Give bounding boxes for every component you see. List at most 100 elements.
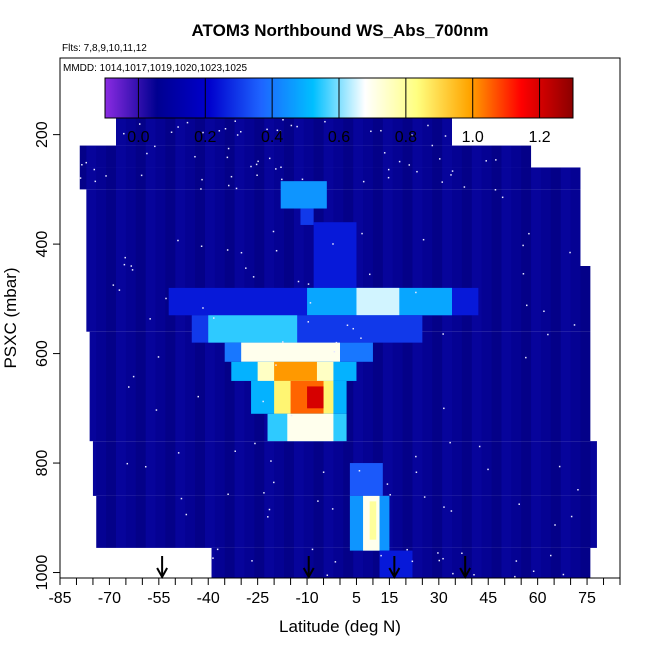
heatmap-texture-cell <box>126 146 136 168</box>
heatmap-cell <box>313 222 357 288</box>
heatmap-texture-cell <box>393 332 403 441</box>
sample-dot <box>431 144 434 147</box>
x-tick-label: -70 <box>98 590 121 607</box>
heatmap-texture-cell <box>165 167 176 190</box>
sample-dot <box>239 130 242 133</box>
sample-dot <box>451 170 454 172</box>
heatmap-texture-cell <box>511 189 521 266</box>
sample-dot <box>200 188 202 190</box>
heatmap-texture-cell <box>195 118 205 146</box>
sample-dot <box>558 465 561 468</box>
heatmap-texture-cell <box>254 547 265 578</box>
heatmap-texture-cell <box>96 332 106 441</box>
heatmap-texture-cell <box>284 547 294 578</box>
sample-dot <box>235 187 238 190</box>
sample-dot <box>126 462 129 465</box>
sample-dot <box>138 123 141 125</box>
heatmap-texture-cell <box>393 189 403 266</box>
heatmap-texture-cell <box>244 118 254 145</box>
heatmap-texture-cell <box>224 118 235 146</box>
heatmap-texture-cell <box>126 496 136 548</box>
heatmap-texture-cell <box>313 118 324 146</box>
heatmap-texture-cell <box>116 495 126 548</box>
heatmap-texture-cell <box>432 167 443 190</box>
sample-dot <box>270 460 272 462</box>
heatmap-texture-cell <box>521 331 532 442</box>
sample-dot <box>275 249 278 252</box>
heatmap-texture-cell <box>185 332 195 441</box>
heatmap-texture-cell <box>571 332 581 441</box>
heatmap-texture-cell <box>86 167 97 190</box>
flight-marker-arrowhead <box>459 567 472 580</box>
heatmap-texture-cell <box>482 167 492 189</box>
heatmap-texture-cell <box>442 189 452 266</box>
heatmap-texture-cell <box>491 495 502 548</box>
heatmap-cell <box>208 315 298 343</box>
heatmap-cell <box>369 501 377 540</box>
heatmap-texture-cell <box>313 167 324 190</box>
heatmap-cell <box>356 287 400 316</box>
heatmap-texture-cell <box>293 145 304 168</box>
heatmap-texture-cell <box>343 118 354 146</box>
colorbar-tick-label: 1.0 <box>462 129 484 146</box>
sample-dot <box>251 560 253 562</box>
heatmap-texture-cell <box>452 496 462 548</box>
sample-dot <box>450 510 453 512</box>
heatmap-texture-cell <box>571 496 581 548</box>
sample-dot <box>118 289 121 291</box>
heatmap-texture-cell <box>135 441 146 496</box>
heatmap-texture-cell <box>422 441 432 496</box>
heatmap-texture-cell <box>590 441 597 496</box>
sample-dot <box>275 364 277 366</box>
heatmap-texture-cell <box>156 146 166 168</box>
heatmap-texture-cell <box>402 441 413 496</box>
sample-dot <box>157 356 160 358</box>
heatmap-texture-cell <box>145 266 156 332</box>
heatmap-texture-cell <box>452 332 462 441</box>
heatmap-texture-cell <box>86 266 97 332</box>
heatmap-texture-cell <box>442 145 452 168</box>
sample-dot <box>449 441 451 444</box>
heatmap-cell <box>287 413 334 442</box>
heatmap-texture-cell <box>204 167 215 190</box>
heatmap-texture-cell <box>531 331 541 442</box>
sample-dot <box>332 243 334 245</box>
heatmap-texture-cell <box>106 189 116 266</box>
heatmap-texture-cell <box>293 118 304 146</box>
sample-dot <box>282 341 284 343</box>
heatmap-texture-cell <box>145 495 156 548</box>
heatmap-texture-cell <box>550 266 561 332</box>
sample-dot <box>263 492 265 494</box>
heatmap-texture-cell <box>135 167 146 190</box>
heatmap-texture-cell <box>333 496 343 548</box>
heatmap-texture-cell <box>422 332 432 441</box>
heatmap-texture-cell <box>432 189 443 266</box>
heatmap-texture-cell <box>254 118 265 146</box>
sample-dot <box>94 180 97 183</box>
x-tick-label: 75 <box>578 590 596 607</box>
heatmap-texture-cell <box>343 441 354 496</box>
sample-dot <box>112 284 115 286</box>
sample-dot <box>370 130 372 133</box>
heatmap-texture-cell <box>353 547 364 578</box>
sample-dot <box>423 496 426 498</box>
heatmap-texture-cell <box>511 548 521 578</box>
heatmap-texture-cell <box>442 167 452 190</box>
flight-marker-arrowhead <box>156 567 168 580</box>
sample-dot <box>362 180 365 183</box>
heatmap-texture-cell <box>175 118 186 146</box>
heatmap-texture-cell <box>284 495 294 548</box>
heatmap-texture-cell <box>422 496 432 548</box>
sample-dot <box>276 129 279 132</box>
heatmap-texture-cell <box>550 547 561 578</box>
heatmap-texture-cell <box>511 441 521 496</box>
sample-dot <box>177 452 180 454</box>
sample-dot <box>177 126 179 128</box>
sample-dot <box>297 280 300 283</box>
heatmap-texture-cell <box>304 146 314 168</box>
heatmap-texture-cell <box>521 189 532 266</box>
sample-dot <box>79 177 82 179</box>
sample-dot <box>93 168 96 171</box>
sample-dot <box>569 251 571 254</box>
heatmap-texture-cell <box>432 118 443 146</box>
